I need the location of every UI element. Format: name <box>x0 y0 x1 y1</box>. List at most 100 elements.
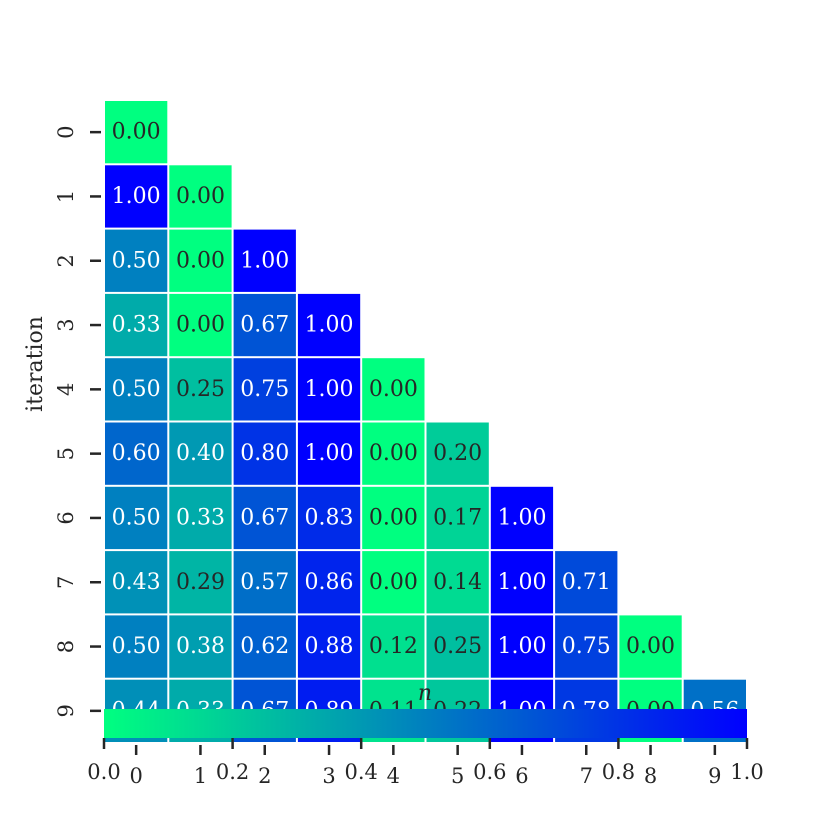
heatmap-cell <box>169 165 232 228</box>
cell-value-label: 0.14 <box>433 570 482 595</box>
y-tick-label: 2 <box>54 254 78 267</box>
cell-value-label: 0.25 <box>176 377 225 402</box>
y-tick-label: 9 <box>54 704 78 717</box>
cell-value-label: 0.00 <box>176 248 225 273</box>
cell-value-label: 0.29 <box>176 570 225 595</box>
y-tick-label: 6 <box>54 511 78 524</box>
x-tick-label: 2 <box>258 764 271 788</box>
cell-value-label: 1.00 <box>305 377 354 402</box>
colorbar-tick-label: 1.0 <box>730 760 763 784</box>
cell-value-label: 0.00 <box>369 505 418 530</box>
cell-value-label: 0.67 <box>240 313 289 338</box>
heatmap-cell <box>105 165 168 228</box>
y-axis-label: iteration <box>23 316 48 412</box>
y-tick-label: 0 <box>54 125 78 138</box>
colorbar-tick-label: 0.4 <box>344 760 377 784</box>
heatmap-cell <box>105 293 168 357</box>
cell-value-label: 0.00 <box>369 570 418 595</box>
colorbar <box>104 709 747 738</box>
cell-value-label: 0.83 <box>305 505 354 530</box>
heatmap-cell <box>233 422 296 485</box>
cell-value-label: 0.40 <box>176 441 225 466</box>
cell-value-label: 0.62 <box>240 634 289 659</box>
y-tick-label: 7 <box>54 576 78 589</box>
heatmap-cells: 0.00 1.00 0.00 0.50 0.00 1.00 0.33 0.00 0.67 1.00… <box>105 101 746 742</box>
heatmap-cell <box>490 486 554 550</box>
heatmap-cell <box>297 358 361 421</box>
heatmap-cell <box>233 551 296 614</box>
y-tick-label: 5 <box>54 447 78 460</box>
cell-value-label: 0.50 <box>112 634 161 659</box>
cell-value-label: 1.00 <box>497 634 546 659</box>
cell-value-label: 1.00 <box>497 570 546 595</box>
x-axis-label: n <box>418 681 432 706</box>
heatmap-cell <box>426 486 489 550</box>
cell-value-label: 0.86 <box>305 570 354 595</box>
heatmap-cell <box>555 551 618 614</box>
x-tick-label: 5 <box>451 764 464 788</box>
cell-value-label: 0.88 <box>305 634 354 659</box>
y-tick-label: 1 <box>54 190 78 203</box>
heatmap-cell <box>619 615 682 678</box>
heatmap-cell <box>555 615 618 678</box>
cell-value-label: 0.50 <box>112 505 161 530</box>
x-tick-label: 9 <box>708 764 721 788</box>
cell-value-label: 0.80 <box>240 441 289 466</box>
heatmap-cell <box>362 551 425 614</box>
cell-value-label: 0.50 <box>112 248 161 273</box>
x-tick-label: 3 <box>322 764 335 788</box>
cell-value-label: 0.75 <box>562 634 611 659</box>
cell-value-label: 0.20 <box>433 441 482 466</box>
cell-value-label: 0.57 <box>240 570 289 595</box>
heatmap-cell <box>233 229 296 292</box>
cell-value-label: 0.00 <box>176 313 225 338</box>
cell-value-label: 1.00 <box>112 184 161 209</box>
y-axis-ticks: 0 1 2 3 4 5 6 7 8 9 <box>54 125 101 718</box>
cell-value-label: 0.60 <box>112 441 161 466</box>
heatmap-cell <box>105 422 168 485</box>
heatmap-cell <box>490 615 554 678</box>
heatmap-cell <box>105 229 168 292</box>
heatmap-cell <box>105 486 168 550</box>
colorbar-tick-label: 0.8 <box>602 760 635 784</box>
heatmap-cell <box>169 486 232 550</box>
heatmap-cell <box>426 422 489 485</box>
heatmap-cell <box>362 486 425 550</box>
heatmap-cell <box>169 615 232 678</box>
x-tick-label: 8 <box>644 764 657 788</box>
x-tick-label: 6 <box>515 764 528 788</box>
colorbar-tick-label: 0.0 <box>87 760 120 784</box>
cell-value-label: 0.12 <box>369 634 418 659</box>
cell-value-label: 0.00 <box>369 377 418 402</box>
heatmap-cell <box>362 422 425 485</box>
cell-value-label: 0.17 <box>433 505 482 530</box>
heatmap-cell <box>169 422 232 485</box>
heatmap-cell <box>105 101 168 164</box>
heatmap-cell <box>105 358 168 421</box>
heatmap-cell <box>169 229 232 292</box>
heatmap-cell <box>490 551 554 614</box>
x-tick-label: 4 <box>387 764 400 788</box>
cell-value-label: 0.00 <box>369 441 418 466</box>
cell-value-label: 0.33 <box>176 505 225 530</box>
cell-value-label: 0.67 <box>240 505 289 530</box>
cell-value-label: 0.71 <box>562 570 611 595</box>
cell-value-label: 0.00 <box>176 184 225 209</box>
colorbar-tick-label: 0.2 <box>216 760 249 784</box>
heatmap-cell <box>362 358 425 421</box>
heatmap-cell <box>233 615 296 678</box>
heatmap-cell <box>362 615 425 678</box>
cell-value-label: 0.00 <box>626 634 675 659</box>
cell-value-label: 0.00 <box>112 120 161 145</box>
heatmap-cell <box>105 551 168 614</box>
heatmap-cell <box>426 551 489 614</box>
heatmap-cell <box>297 551 361 614</box>
x-tick-label: 7 <box>580 764 593 788</box>
heatmap-cell <box>297 293 361 357</box>
heatmap-cell <box>233 293 296 357</box>
colorbar-tick-label: 0.6 <box>473 760 506 784</box>
cell-value-label: 1.00 <box>305 441 354 466</box>
heatmap-cell <box>233 486 296 550</box>
heatmap-cell <box>297 486 361 550</box>
